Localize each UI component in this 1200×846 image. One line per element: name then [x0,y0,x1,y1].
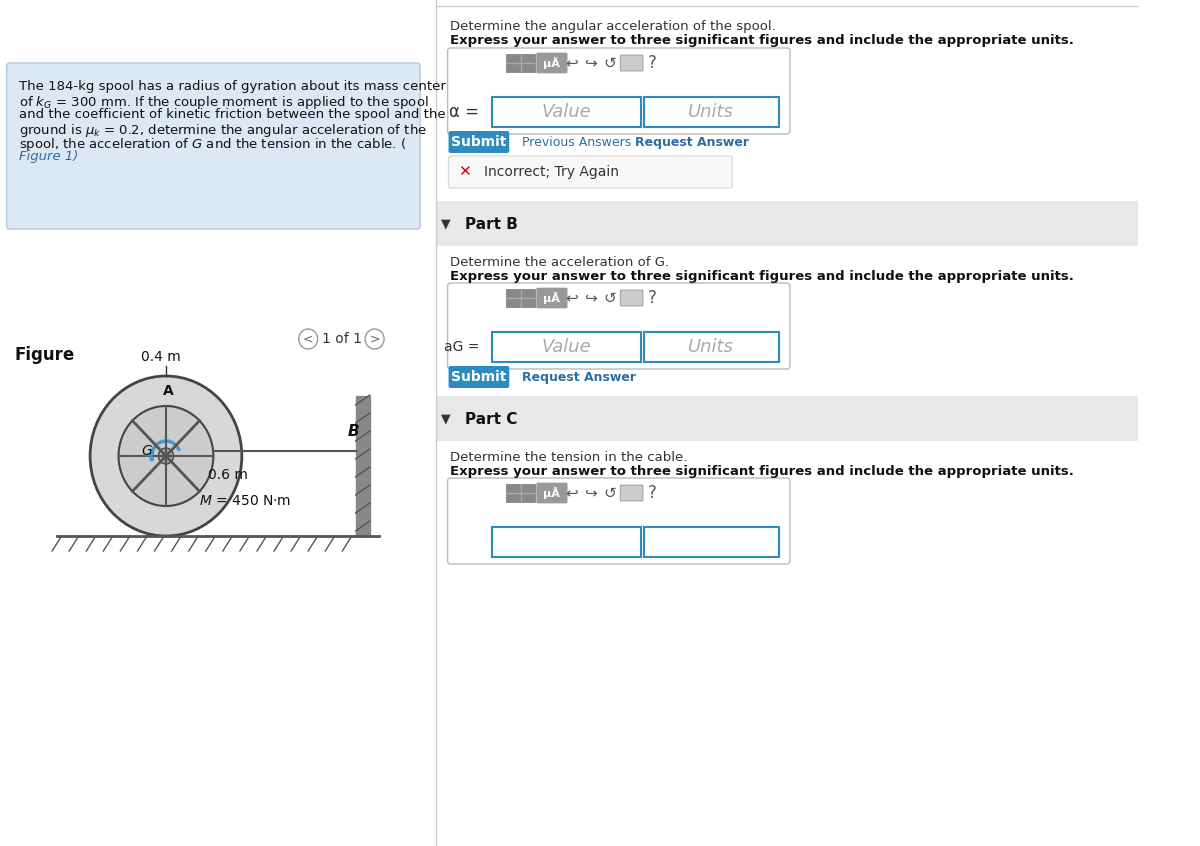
Text: Submit: Submit [451,370,506,384]
Text: Figure 1): Figure 1) [19,150,78,163]
Text: α =: α = [449,103,479,121]
FancyBboxPatch shape [437,396,1138,441]
FancyBboxPatch shape [506,54,535,72]
FancyBboxPatch shape [536,288,568,308]
Text: ▼: ▼ [440,217,451,230]
Text: ✕: ✕ [458,164,472,179]
Text: ↩: ↩ [565,290,578,305]
FancyBboxPatch shape [449,131,509,153]
FancyBboxPatch shape [7,63,420,229]
Circle shape [299,329,318,349]
Text: Figure: Figure [14,346,74,364]
Text: ↪: ↪ [584,290,598,305]
FancyBboxPatch shape [492,527,641,557]
Text: Value: Value [541,103,592,121]
Text: Units: Units [689,338,734,356]
FancyBboxPatch shape [506,484,535,502]
Text: Part C: Part C [464,411,517,426]
FancyBboxPatch shape [448,478,790,564]
Text: spool, the acceleration of $G$ and the tension in the cable. (: spool, the acceleration of $G$ and the t… [19,136,407,153]
Text: ↺: ↺ [604,56,616,70]
FancyBboxPatch shape [644,97,779,127]
Text: ground is $\mu_k$ = 0.2, determine the angular acceleration of the: ground is $\mu_k$ = 0.2, determine the a… [19,122,427,139]
FancyBboxPatch shape [449,156,732,188]
Text: μÃ: μÃ [544,487,560,499]
Text: ↺: ↺ [604,486,616,501]
Text: of $k_G$ = 300 mm. If the couple moment is applied to the spool: of $k_G$ = 300 mm. If the couple moment … [19,94,428,111]
Text: B: B [348,424,360,439]
Circle shape [158,448,174,464]
Text: The 184-kg spool has a radius of gyration about its mass center: The 184-kg spool has a radius of gyratio… [19,80,446,93]
Text: >: > [370,332,380,345]
Text: Express your answer to three significant figures and include the appropriate uni: Express your answer to three significant… [450,34,1074,47]
Text: Determine the angular acceleration of the spool.: Determine the angular acceleration of th… [450,20,776,33]
FancyBboxPatch shape [620,485,643,501]
Text: <: < [302,332,313,345]
Text: μÃ: μÃ [544,292,560,304]
Text: ↩: ↩ [565,486,578,501]
Text: ▼: ▼ [440,413,451,426]
Text: 1 of 1: 1 of 1 [323,332,362,346]
Text: aG =: aG = [444,340,479,354]
Circle shape [119,406,214,506]
Text: ?: ? [648,289,656,307]
Text: ↪: ↪ [584,56,598,70]
Text: G: G [142,444,152,458]
Text: Part B: Part B [464,217,517,232]
Text: Request Answer: Request Answer [635,135,749,149]
Circle shape [365,329,384,349]
Text: Express your answer to three significant figures and include the appropriate uni: Express your answer to three significant… [450,465,1074,478]
Text: Previous Answers: Previous Answers [522,135,631,149]
Text: Express your answer to three significant figures and include the appropriate uni: Express your answer to three significant… [450,270,1074,283]
FancyBboxPatch shape [536,53,568,73]
Text: ↺: ↺ [604,290,616,305]
FancyBboxPatch shape [620,55,643,71]
Text: 0.4 m: 0.4 m [142,350,181,364]
FancyBboxPatch shape [492,97,641,127]
Circle shape [90,376,242,536]
Text: ↩: ↩ [565,56,578,70]
FancyBboxPatch shape [448,48,790,134]
FancyBboxPatch shape [437,201,1138,246]
Text: 0.6 m: 0.6 m [208,468,247,482]
Text: ?: ? [648,54,656,72]
Text: μÃ: μÃ [544,57,560,69]
FancyBboxPatch shape [448,283,790,369]
Text: Submit: Submit [451,135,506,149]
FancyBboxPatch shape [644,527,779,557]
FancyBboxPatch shape [644,332,779,362]
Text: ↪: ↪ [584,486,598,501]
FancyBboxPatch shape [536,483,568,503]
Text: Request Answer: Request Answer [522,371,636,383]
Text: Incorrect; Try Again: Incorrect; Try Again [484,165,619,179]
FancyBboxPatch shape [506,289,535,307]
Text: Determine the acceleration of G.: Determine the acceleration of G. [450,256,670,269]
Text: Determine the tension in the cable.: Determine the tension in the cable. [450,451,688,464]
FancyBboxPatch shape [449,366,509,388]
Text: ?: ? [648,484,656,502]
FancyBboxPatch shape [620,290,643,306]
Text: Units: Units [689,103,734,121]
Text: $M$ = 450 N·m: $M$ = 450 N·m [199,494,292,508]
Text: A: A [163,384,174,398]
Text: Value: Value [541,338,592,356]
Text: and the coefficient of kinetic friction between the spool and the: and the coefficient of kinetic friction … [19,108,445,121]
FancyBboxPatch shape [492,332,641,362]
